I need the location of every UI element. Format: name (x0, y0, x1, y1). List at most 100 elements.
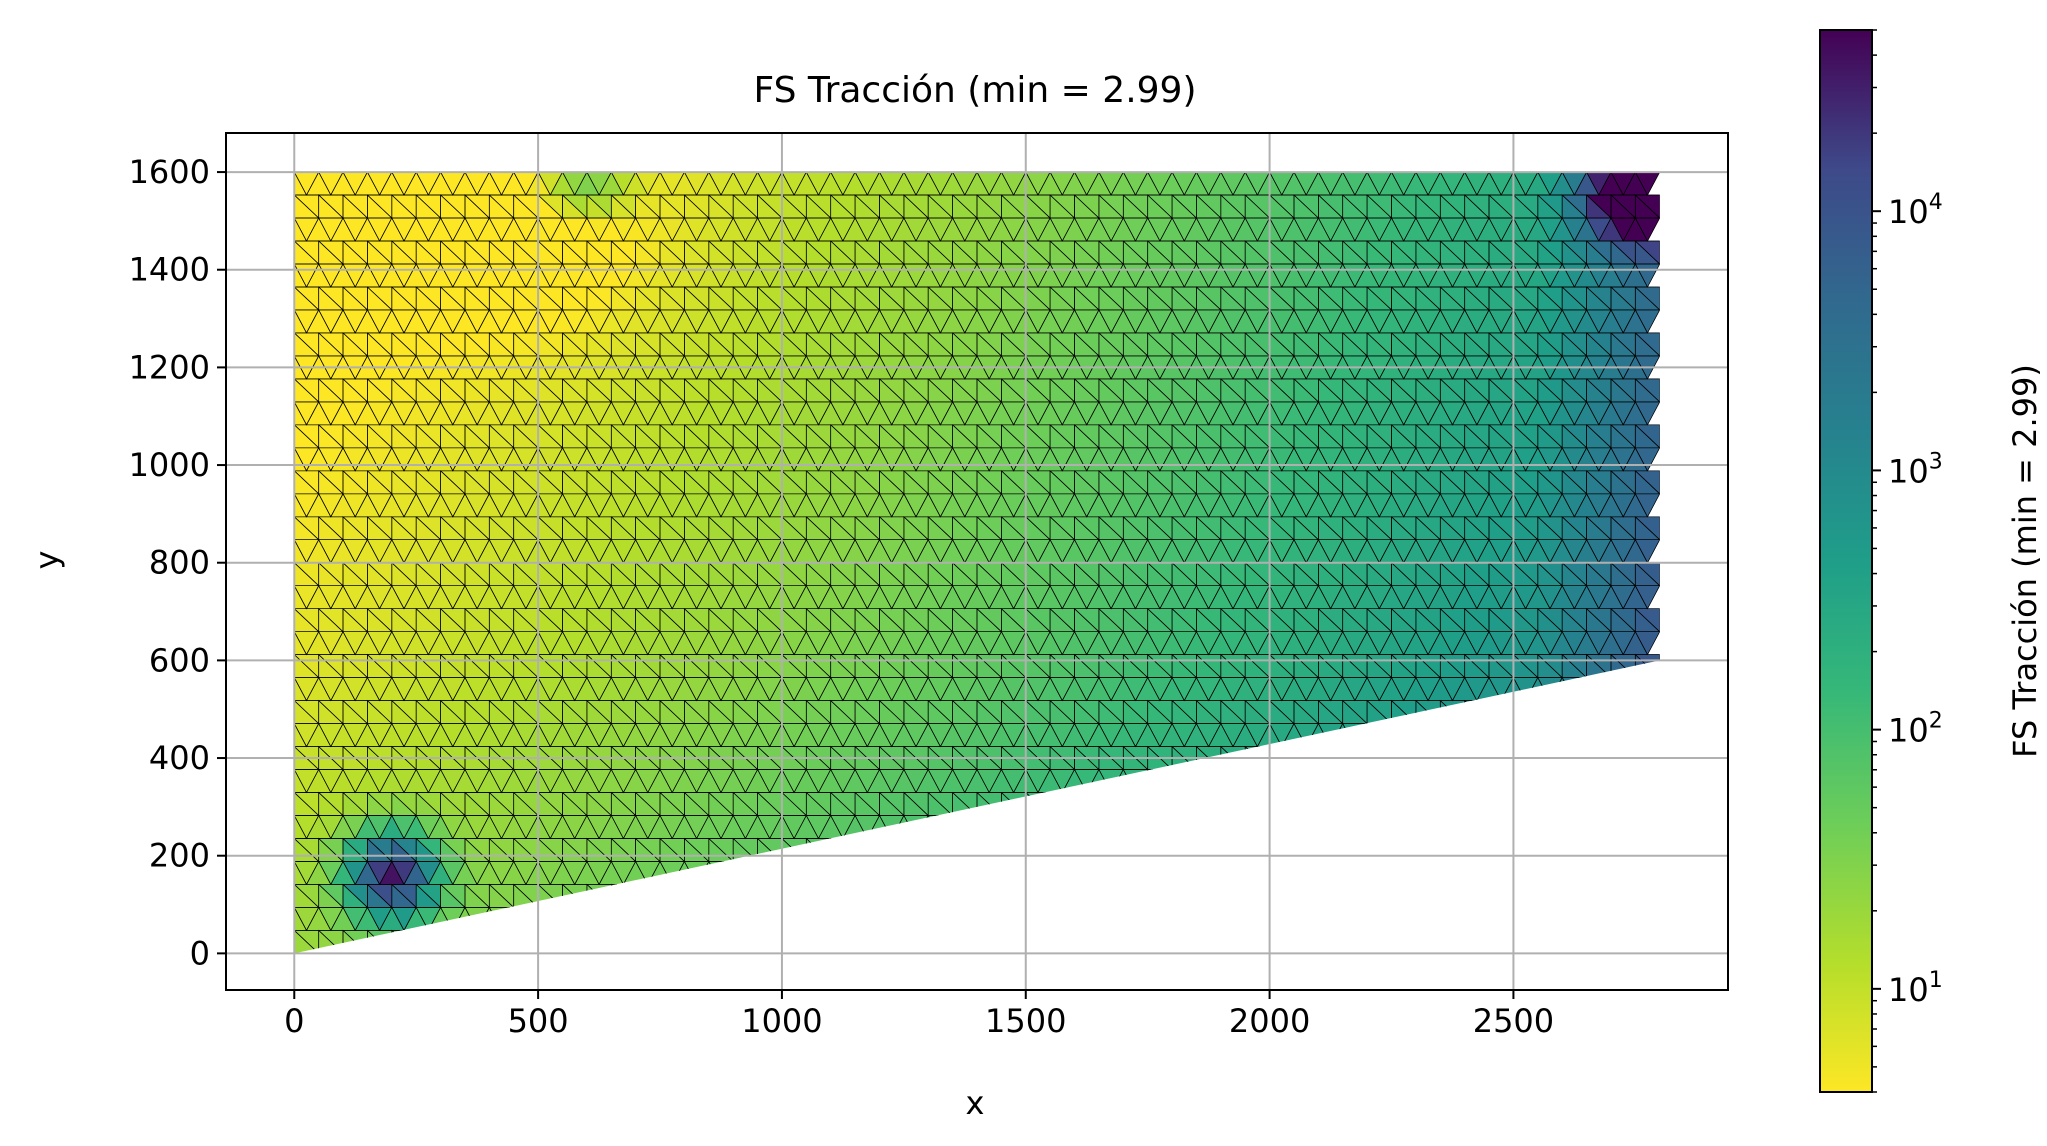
mesh-triangle (1171, 929, 1198, 954)
field-cell (1464, 929, 1490, 954)
mesh-triangle (1342, 861, 1368, 886)
field-cell (1561, 837, 1588, 862)
mesh-triangle (1220, 907, 1246, 932)
mesh-triangle (1598, 814, 1624, 839)
mesh-triangle (1634, 884, 1660, 909)
mesh-triangle (1513, 883, 1539, 908)
field-cell (1135, 814, 1161, 839)
field-cell (1135, 860, 1161, 885)
mesh-triangle (1403, 906, 1429, 931)
mesh-triangle (1305, 906, 1332, 931)
field-cell (1281, 814, 1307, 839)
field-cell (708, 930, 734, 954)
mesh-triangle (1390, 884, 1417, 909)
field-cell (1305, 860, 1332, 885)
field-cell (1537, 791, 1563, 816)
mesh-triangle (1171, 861, 1197, 886)
mesh-triangle (756, 930, 783, 954)
mesh-triangle (1147, 837, 1173, 862)
field-cell (756, 930, 783, 954)
mesh-triangle (1330, 860, 1356, 885)
mesh-triangle (830, 907, 856, 932)
field-cell (951, 884, 978, 909)
field-cell (1086, 906, 1112, 931)
mesh-triangle (1585, 838, 1612, 863)
mesh-triangle (1549, 768, 1575, 793)
mesh-triangle (1183, 860, 1210, 885)
mesh-triangle (1488, 792, 1514, 817)
field-cell (1537, 838, 1563, 863)
field-cell (1098, 883, 1125, 908)
field-cell (1317, 884, 1343, 909)
mesh-triangle (1610, 792, 1636, 817)
field-cell (1147, 907, 1173, 932)
field-cell (781, 884, 807, 909)
mesh-triangle (1427, 906, 1454, 931)
field-cell (1549, 814, 1575, 839)
field-cell (1366, 930, 1392, 954)
mesh-triangle (1610, 884, 1636, 909)
mesh-triangle (1146, 838, 1173, 863)
mesh-triangle (1269, 907, 1295, 932)
mesh-triangle (1634, 769, 1660, 794)
mesh-triangle (1086, 814, 1112, 839)
field-cell (854, 907, 880, 932)
field-cell (1513, 883, 1539, 908)
mesh-triangle (1000, 907, 1027, 932)
mesh-triangle (757, 907, 783, 932)
mesh-triangle (1512, 861, 1539, 886)
field-cell (1074, 907, 1100, 932)
mesh-triangle (1341, 930, 1368, 954)
field-cell (1586, 791, 1612, 816)
field-cell (1244, 792, 1270, 817)
mesh-triangle (1318, 929, 1344, 954)
mesh-triangle (976, 929, 1003, 954)
mesh-triangle (1330, 906, 1356, 931)
mesh-triangle (757, 929, 783, 954)
mesh-triangle (610, 907, 637, 932)
field-cell (1318, 929, 1344, 954)
field-cell (1293, 883, 1320, 908)
field-cell (1561, 861, 1588, 886)
field-cell (1000, 838, 1027, 863)
mesh-triangle (1536, 930, 1563, 954)
mesh-triangle (537, 929, 564, 954)
field-cell (805, 929, 832, 954)
mesh-triangle (1244, 884, 1270, 909)
field-cell (1488, 792, 1514, 817)
field-cell (793, 860, 819, 885)
field-cell (1488, 699, 1515, 724)
mesh-triangle (1146, 792, 1173, 817)
field-cell (1635, 883, 1660, 908)
mesh-triangle (1512, 884, 1539, 909)
mesh-triangle (732, 861, 759, 886)
field-cell (1378, 768, 1405, 793)
field-cell (1318, 883, 1344, 908)
field-cell (1476, 906, 1502, 931)
field-cell (1318, 837, 1344, 862)
field-cell (1025, 837, 1051, 862)
field-cell (1610, 930, 1636, 954)
field-cell (1586, 929, 1612, 954)
field-cell (927, 884, 953, 909)
mesh-triangle (1037, 906, 1063, 931)
field-cell (1208, 860, 1234, 885)
field-cell (1537, 699, 1563, 724)
field-cell (1195, 838, 1222, 863)
field-cell (1610, 700, 1636, 725)
field-cell (757, 907, 783, 932)
field-cell (781, 883, 808, 908)
mesh-triangle (1536, 884, 1563, 909)
field-cell (1378, 860, 1405, 885)
mesh-triangle (415, 929, 442, 954)
mesh-triangle (878, 884, 905, 909)
field-cell (561, 930, 588, 954)
field-cell (915, 906, 941, 931)
mesh-triangle (1220, 883, 1247, 908)
mesh-triangle (976, 930, 1002, 954)
mesh-triangle (464, 930, 490, 954)
mesh-triangle (1561, 883, 1588, 908)
mesh-triangle (1073, 861, 1100, 886)
field-cell (1268, 930, 1295, 954)
mesh-triangle (976, 837, 1003, 862)
